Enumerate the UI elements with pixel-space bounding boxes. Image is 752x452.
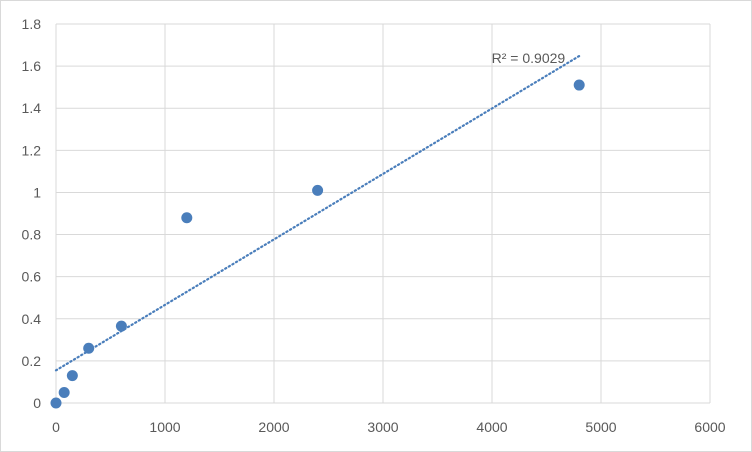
r-squared-label: R² = 0.9029	[492, 50, 566, 66]
x-tick-label: 4000	[476, 419, 507, 435]
y-tick-label: 1.8	[22, 16, 42, 32]
x-tick-label: 0	[52, 419, 60, 435]
data-point	[181, 212, 193, 224]
x-tick-label: 3000	[367, 419, 398, 435]
data-point	[50, 397, 62, 409]
y-tick-label: 1.6	[22, 58, 42, 74]
y-tick-label: 0	[33, 395, 41, 411]
trendline	[54, 54, 581, 372]
x-tick-label: 6000	[694, 419, 725, 435]
data-point	[66, 370, 78, 382]
gridlines	[55, 23, 711, 404]
y-tick-label: 1.4	[22, 100, 42, 116]
y-tick-label: 0.2	[22, 353, 42, 369]
y-tick-label: 1	[33, 184, 41, 200]
data-point	[115, 320, 127, 332]
y-tick-label: 0.6	[22, 269, 42, 285]
y-tick-label: 1.2	[22, 142, 42, 158]
trendline-group	[54, 54, 581, 372]
x-tick-label: 5000	[585, 419, 616, 435]
y-tick-label: 0.8	[22, 227, 42, 243]
data-point	[573, 79, 585, 91]
y-axis-tick-labels: 0 0.2 0.4 0.6 0.8 1 1.2 1.4 1.6 1.8	[22, 16, 42, 411]
x-tick-label: 1000	[149, 419, 180, 435]
data-points	[50, 79, 585, 409]
data-point	[312, 184, 324, 196]
y-tick-label: 0.4	[22, 311, 42, 327]
x-tick-label: 2000	[258, 419, 289, 435]
data-point	[58, 386, 70, 398]
x-axis-tick-labels: 0 1000 2000 3000 4000 5000 6000	[52, 419, 726, 435]
data-point	[83, 342, 95, 354]
